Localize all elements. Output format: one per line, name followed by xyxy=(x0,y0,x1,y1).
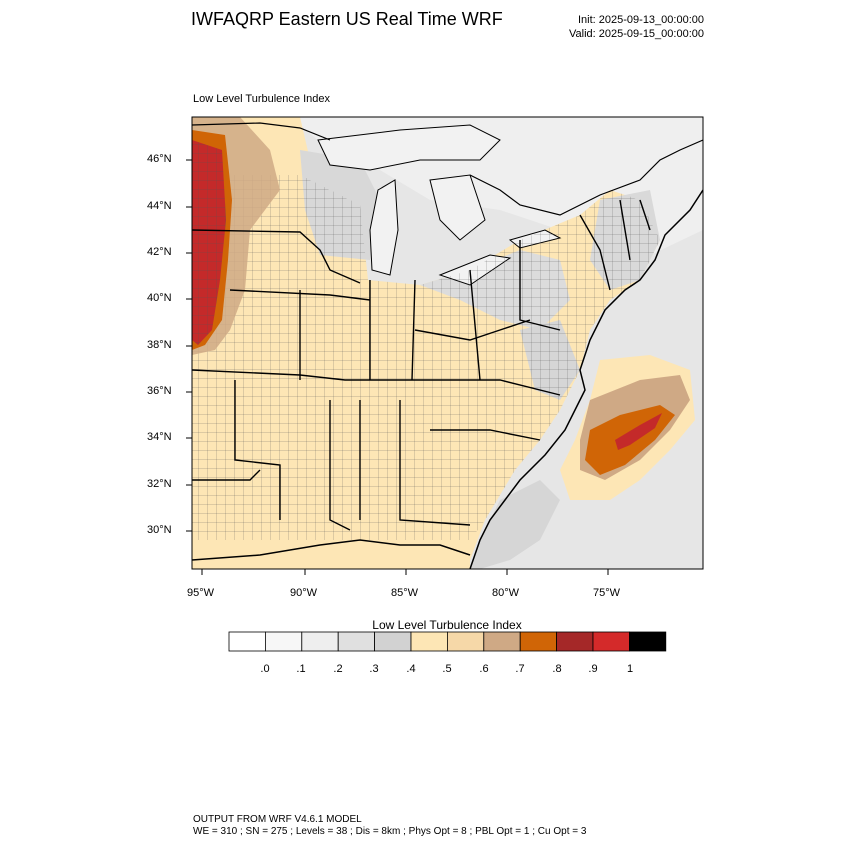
colorbar-tick-3: .3 xyxy=(369,663,379,675)
lat-label-44n: 44°N xyxy=(147,200,172,212)
lon-label-85w: 85°W xyxy=(391,587,419,599)
colorbar-swatch-1 xyxy=(264,631,303,652)
colorbar-swatch-6 xyxy=(446,631,485,652)
colorbar-tick-9: .9 xyxy=(588,663,598,675)
map-subtitle: Low Level Turbulence Index xyxy=(193,93,330,105)
atlantic-coastline xyxy=(469,189,703,569)
lat-label-38n: 38°N xyxy=(147,339,172,351)
colorbar-tick-6: .6 xyxy=(479,663,489,675)
county-boundaries xyxy=(192,175,660,540)
lat-label-36n: 36°N xyxy=(147,385,172,397)
colorbar-tick-7: .7 xyxy=(515,663,525,675)
west-county-lines xyxy=(192,140,226,345)
colorbar-tick-5: .5 xyxy=(442,663,452,675)
colorbar-swatch-8 xyxy=(519,631,558,652)
lat-ticks xyxy=(186,159,192,532)
gulf-coast-light xyxy=(192,540,470,569)
colorbar-swatch-3 xyxy=(337,631,376,652)
lake-superior xyxy=(317,124,501,171)
colorbar-title: Low Level Turbulence Index xyxy=(372,618,522,632)
offshore-red xyxy=(615,413,662,450)
init-valid-times: Init: 2025-09-13_00:00:00 Valid: 2025-09… xyxy=(569,13,704,41)
colorbar-swatch-7 xyxy=(483,631,521,652)
lat-label-34n: 34°N xyxy=(147,431,172,443)
colorbar-swatch-5 xyxy=(410,631,448,652)
colorbar-tick-8: .8 xyxy=(552,663,562,675)
init-time: Init: 2025-09-13_00:00:00 xyxy=(578,14,704,26)
footer-line-2: WE = 310 ; SN = 275 ; Levels = 38 ; Dis … xyxy=(193,826,587,837)
colorbar-swatch-10 xyxy=(592,631,630,652)
lon-label-90w: 90°W xyxy=(290,587,318,599)
map-frame xyxy=(191,116,704,570)
lake-huron xyxy=(429,174,486,241)
lat-label-40n: 40°N xyxy=(147,292,172,304)
map-field xyxy=(192,117,703,569)
canada-border xyxy=(192,122,703,216)
lat-label-46n: 46°N xyxy=(147,153,172,165)
valid-time: Valid: 2025-09-15_00:00:00 xyxy=(569,28,704,40)
lon-label-75w: 75°W xyxy=(593,587,621,599)
colorbar-tick-0: .0 xyxy=(260,663,270,675)
figure-title: IWFAQRP Eastern US Real Time WRF xyxy=(191,9,503,29)
lat-label-30n: 30°N xyxy=(147,524,172,536)
colorbar-tick-2: .2 xyxy=(333,663,343,675)
lake-michigan xyxy=(369,179,399,276)
colorbar xyxy=(228,631,667,652)
state-boundaries xyxy=(192,199,651,531)
colorbar-tick-10: 1 xyxy=(626,663,634,675)
footer: OUTPUT FROM WRF V4.6.1 MODEL WE = 310 ; … xyxy=(193,814,586,838)
colorbar-tick-1: .1 xyxy=(296,663,306,675)
lon-ticks xyxy=(201,569,609,575)
colorbar-swatch-4 xyxy=(374,631,412,652)
lon-label-80w: 80°W xyxy=(492,587,520,599)
colorbar-swatch-2 xyxy=(301,631,339,652)
colorbar-swatch-0 xyxy=(228,631,266,652)
lon-label-95w: 95°W xyxy=(187,587,215,599)
lat-label-42n: 42°N xyxy=(147,246,172,258)
offshore-gray xyxy=(470,480,560,569)
colorbar-swatch-11 xyxy=(629,631,667,652)
colorbar-swatch-9 xyxy=(556,631,594,652)
gulf-coastline xyxy=(192,539,471,561)
colorbar-tick-4: .4 xyxy=(406,663,416,675)
lat-label-32n: 32°N xyxy=(147,478,172,490)
footer-line-1: OUTPUT FROM WRF V4.6.1 MODEL xyxy=(193,814,362,825)
